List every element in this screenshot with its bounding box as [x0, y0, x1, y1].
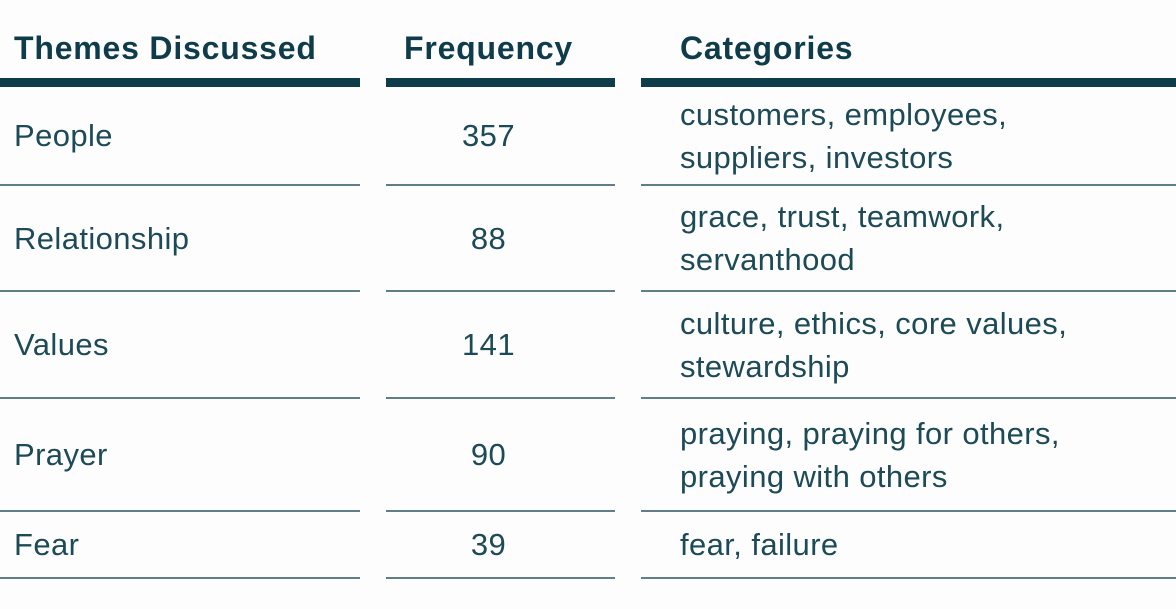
theme-cell: Values [0, 292, 360, 399]
categories-cell: customers, employees, suppliers, investo… [641, 87, 1176, 186]
frequency-cell: 90 [386, 399, 615, 512]
theme-cell: Relationship [0, 186, 360, 292]
categories-cell: praying, praying for others, praying wit… [641, 399, 1176, 512]
column-header-themes-discussed: Themes Discussed [0, 0, 360, 87]
frequency-cell: 88 [386, 186, 615, 292]
categories-cell: fear, failure [641, 512, 1176, 579]
frequency-cell: 357 [386, 87, 615, 186]
column-header-frequency: Frequency [386, 0, 615, 87]
categories-cell: culture, ethics, core values, stewardshi… [641, 292, 1176, 399]
categories-cell: grace, trust, teamwork, servanthood [641, 186, 1176, 292]
theme-cell: People [0, 87, 360, 186]
themes-frequency-table: Themes Discussed Frequency Categories Pe… [0, 0, 1176, 579]
frequency-cell: 141 [386, 292, 615, 399]
theme-cell: Fear [0, 512, 360, 579]
frequency-cell: 39 [386, 512, 615, 579]
theme-cell: Prayer [0, 399, 360, 512]
column-header-categories: Categories [641, 0, 1176, 87]
